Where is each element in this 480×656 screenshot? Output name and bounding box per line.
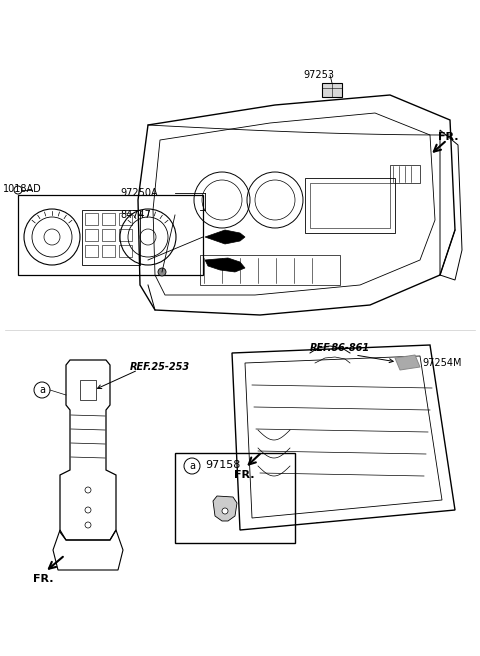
Text: 97250A: 97250A [120,188,157,198]
Text: FR.: FR. [234,470,254,480]
Text: REF.86-861: REF.86-861 [310,343,370,353]
Bar [102,213,115,225]
Bar [310,183,390,228]
Polygon shape [213,496,237,521]
Bar [119,213,132,225]
Text: 84747: 84747 [120,210,151,220]
Text: 97253: 97253 [303,70,334,80]
Bar [85,245,98,257]
Text: FR.: FR. [438,132,458,142]
Text: a: a [39,385,45,395]
Bar [390,165,420,183]
Bar [80,380,96,400]
Text: 1018AD: 1018AD [3,184,42,194]
Text: 97254M: 97254M [422,358,461,368]
Bar [85,213,98,225]
Polygon shape [205,258,245,272]
Bar [85,229,98,241]
Bar [102,229,115,241]
Polygon shape [205,230,245,244]
Circle shape [158,268,166,276]
Text: a: a [189,461,195,471]
Bar [119,229,132,241]
Text: —: — [316,518,324,527]
Bar [102,245,115,257]
Circle shape [222,508,228,514]
Text: REF.25-253: REF.25-253 [130,362,190,372]
Bar [82,210,140,265]
Bar [200,255,340,285]
Text: 97158: 97158 [205,460,240,470]
Bar [322,83,342,97]
Text: FR.: FR. [33,574,53,584]
Bar [175,453,295,543]
Polygon shape [395,355,420,370]
Bar [305,178,395,233]
Bar [119,245,132,257]
